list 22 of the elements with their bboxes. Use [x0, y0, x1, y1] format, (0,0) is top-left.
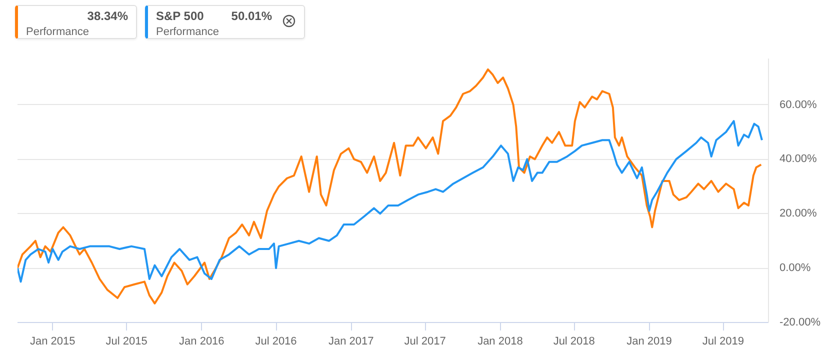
- y-tick-label: 20.00%: [780, 208, 818, 220]
- x-tick-label: Jul 2018: [553, 336, 595, 348]
- x-tick-label: Jul 2015: [106, 336, 148, 348]
- text: 38.34%: [87, 8, 128, 25]
- x-tick-label: Jan 2018: [478, 336, 523, 348]
- x-tick-label: Jul 2017: [404, 336, 446, 348]
- y-tick-label: -20.00%: [780, 316, 821, 328]
- text: S&P 500: [156, 8, 204, 25]
- line-series: [18, 120, 763, 283]
- x-tick-label: Jan 2019: [626, 336, 672, 348]
- x-tick-label: Jul 2016: [255, 336, 297, 348]
- text: Performance: [26, 25, 90, 40]
- x-tick-label: Jan 2016: [179, 336, 224, 348]
- text: Performance: [156, 25, 220, 40]
- x-tick-label: Jan 2017: [328, 336, 374, 348]
- text: 50.01%: [231, 8, 272, 25]
- y-tick-label: 40.00%: [780, 153, 818, 166]
- y-tick-label: 0.00%: [780, 262, 811, 274]
- y-tick-label: 60.00%: [780, 98, 818, 111]
- x-tick-label: Jul 2019: [702, 336, 744, 348]
- x-tick-label: Jan 2015: [30, 336, 76, 348]
- line-series: [18, 68, 762, 304]
